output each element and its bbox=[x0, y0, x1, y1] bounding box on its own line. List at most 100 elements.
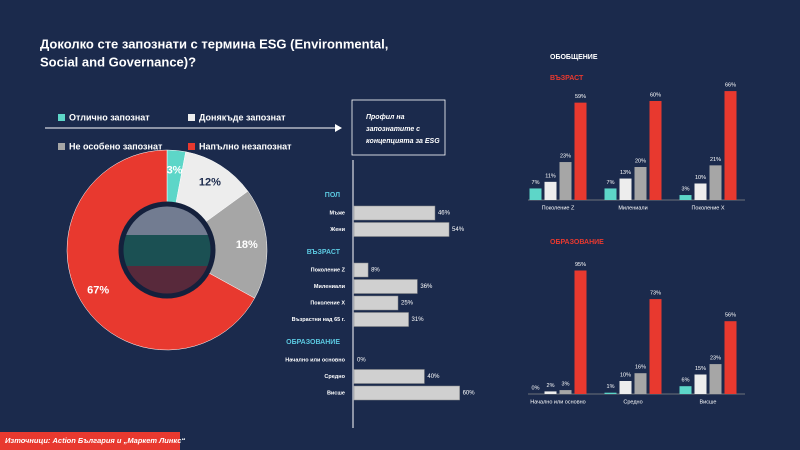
bar bbox=[353, 369, 425, 384]
value-label: 3% bbox=[682, 187, 690, 193]
legend-label: Не особено запознат bbox=[69, 141, 163, 151]
bar-label: Начално или основно bbox=[285, 357, 345, 363]
summary-title: ОБОБЩЕНИЕ bbox=[550, 54, 598, 61]
bar bbox=[709, 364, 722, 394]
value-label: 73% bbox=[650, 291, 661, 297]
bar-label: Поколение Z bbox=[311, 267, 346, 273]
value-label: 1% bbox=[607, 384, 615, 390]
legend-swatch bbox=[188, 143, 195, 150]
value-label: 60% bbox=[463, 391, 476, 397]
value-label: 56% bbox=[725, 313, 736, 319]
bar bbox=[694, 183, 707, 200]
value-label: 0% bbox=[357, 358, 366, 364]
value-label: 0% bbox=[532, 385, 540, 391]
value-label: 66% bbox=[725, 83, 736, 89]
bar bbox=[724, 321, 737, 394]
flag-ring bbox=[118, 201, 216, 299]
arrow-head bbox=[335, 124, 342, 132]
donut-chart: 3% 12% 18% 67% bbox=[66, 149, 268, 351]
bar bbox=[353, 222, 450, 237]
title-line: Доколко сте запознати с термина ESG (Env… bbox=[40, 36, 388, 51]
section-title: ОБРАЗОВАНИЕ bbox=[550, 239, 604, 246]
bar bbox=[619, 178, 632, 200]
value-label: 8% bbox=[371, 268, 380, 274]
title-line: Social and Governance)? bbox=[40, 54, 196, 69]
slice-label: 12% bbox=[199, 176, 221, 188]
bar bbox=[353, 295, 399, 311]
bar-label: Поколение X bbox=[310, 300, 345, 306]
bar bbox=[694, 374, 707, 394]
bar-label: Жени bbox=[329, 227, 345, 233]
value-label: 60% bbox=[650, 92, 661, 98]
value-label: 15% bbox=[695, 366, 706, 372]
legend-swatch bbox=[58, 114, 65, 121]
value-label: 59% bbox=[575, 94, 586, 100]
value-label: 23% bbox=[710, 356, 721, 362]
bar bbox=[709, 165, 722, 200]
value-label: 7% bbox=[532, 180, 540, 186]
value-label: 10% bbox=[695, 175, 706, 181]
bar bbox=[544, 181, 557, 200]
group-header: ПОЛ bbox=[325, 192, 340, 199]
slice-label: 3% bbox=[167, 164, 183, 176]
profile-title: запознатите с bbox=[366, 126, 420, 133]
legend-label: Отлично запознат bbox=[69, 112, 150, 122]
profile-box bbox=[351, 99, 446, 156]
value-label: 95% bbox=[575, 262, 586, 268]
bar bbox=[559, 390, 572, 394]
bar-label: Мъже bbox=[330, 210, 345, 216]
slice-label: 18% bbox=[236, 239, 258, 251]
category-label: Милениали bbox=[618, 205, 647, 211]
category-label: Начално или основно bbox=[530, 399, 585, 405]
category-label: Поколение Z bbox=[542, 205, 575, 211]
value-label: 10% bbox=[620, 372, 631, 378]
value-label: 20% bbox=[635, 158, 646, 164]
value-label: 21% bbox=[710, 157, 721, 163]
profile-title: концепцията за ESG bbox=[366, 138, 440, 145]
value-label: 40% bbox=[427, 374, 440, 380]
value-label: 3% bbox=[562, 382, 570, 388]
value-label: 6% bbox=[682, 378, 690, 384]
legend-label: Донякъде запознат bbox=[199, 112, 286, 122]
source: Източници: Action България и „Маркет Лин… bbox=[5, 436, 185, 445]
bar bbox=[353, 205, 436, 221]
value-label: 23% bbox=[560, 154, 571, 160]
section-title: ВЪЗРАСТ bbox=[550, 75, 584, 82]
bar-label: Средно bbox=[324, 374, 345, 380]
bar bbox=[353, 385, 460, 401]
value-label: 13% bbox=[620, 170, 631, 176]
bar bbox=[604, 188, 617, 200]
category-label: Висше bbox=[700, 399, 717, 405]
bar bbox=[649, 299, 662, 394]
value-label: 31% bbox=[412, 317, 425, 323]
bar bbox=[574, 102, 587, 200]
bar bbox=[353, 312, 409, 327]
source-box bbox=[0, 432, 180, 450]
bar bbox=[619, 381, 632, 394]
value-label: 7% bbox=[607, 180, 615, 186]
group-header: ОБРАЗОВАНИЕ bbox=[286, 339, 340, 346]
legend-swatch bbox=[188, 114, 195, 121]
value-label: 16% bbox=[635, 365, 646, 371]
bar-label: Възрастни над 65 г. bbox=[292, 317, 346, 323]
bar bbox=[724, 91, 737, 200]
value-label: 2% bbox=[547, 383, 555, 389]
bar bbox=[544, 391, 557, 394]
value-label: 46% bbox=[438, 211, 451, 217]
value-label: 25% bbox=[401, 301, 414, 307]
bar bbox=[634, 373, 647, 394]
bar bbox=[353, 262, 369, 278]
bar bbox=[679, 386, 692, 394]
bar bbox=[649, 101, 662, 200]
value-label: 54% bbox=[452, 227, 465, 233]
group-header: ВЪЗРАСТ bbox=[307, 249, 341, 256]
bar bbox=[604, 392, 617, 394]
bar bbox=[353, 279, 418, 294]
value-label: 36% bbox=[420, 284, 433, 290]
category-label: Поколение X bbox=[691, 205, 724, 211]
bar bbox=[559, 162, 572, 200]
bar bbox=[634, 167, 647, 200]
bar bbox=[679, 195, 692, 200]
legend-swatch bbox=[58, 143, 65, 150]
